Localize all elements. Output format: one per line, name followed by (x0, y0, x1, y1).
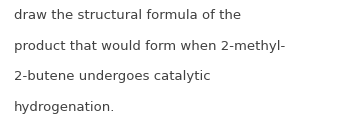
Text: 2-butene undergoes catalytic: 2-butene undergoes catalytic (14, 70, 211, 83)
Text: draw the structural formula of the: draw the structural formula of the (14, 9, 241, 22)
Text: product that would form when 2-methyl-: product that would form when 2-methyl- (14, 40, 285, 53)
Text: hydrogenation.: hydrogenation. (14, 101, 116, 114)
